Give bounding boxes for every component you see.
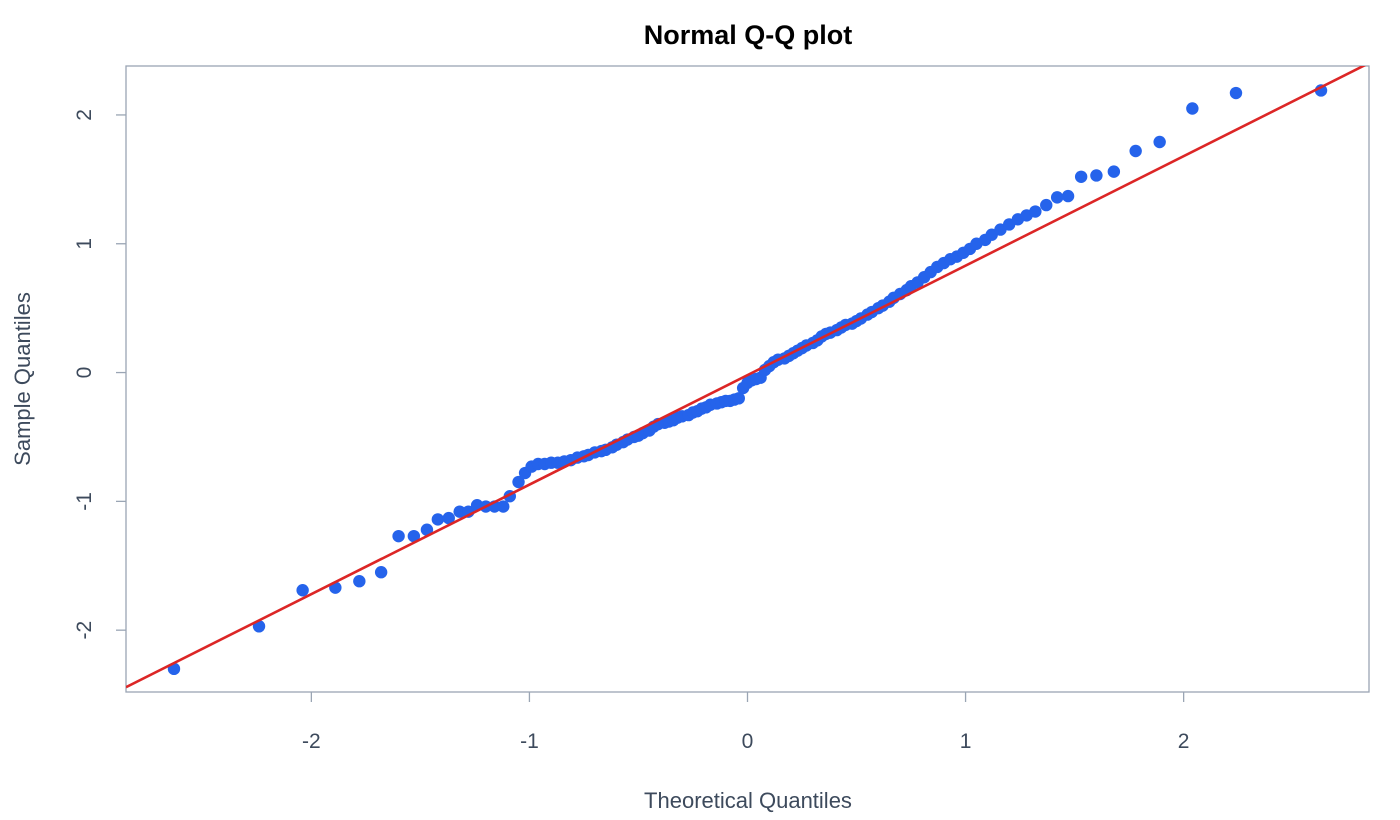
y-tick-label: -1 — [73, 492, 96, 511]
data-point — [512, 475, 525, 489]
data-point — [1090, 169, 1103, 182]
data-point — [1186, 102, 1199, 115]
data-point — [407, 529, 421, 543]
data-point — [420, 523, 434, 536]
data-point — [1040, 198, 1053, 212]
x-tick-label: -1 — [520, 730, 539, 753]
data-point — [1229, 86, 1243, 100]
data-point — [1153, 135, 1166, 149]
reference-line — [126, 66, 1367, 689]
y-tick-label: 2 — [73, 109, 96, 121]
data-point — [431, 513, 445, 526]
data-point — [442, 511, 455, 525]
data-point — [1107, 165, 1121, 178]
y-axis: -2 -1 0 1 2 — [73, 109, 126, 640]
data-point — [1061, 189, 1075, 203]
y-axis-label: Sample Quantiles — [10, 292, 35, 466]
y-tick-label: -2 — [73, 621, 96, 640]
x-tick-label: 2 — [1178, 730, 1190, 753]
x-axis: -2 -1 0 1 2 — [302, 692, 1189, 753]
sample-points — [167, 84, 1328, 676]
data-point — [392, 529, 405, 543]
data-point — [353, 575, 366, 588]
y-tick-label: 0 — [73, 367, 96, 379]
chart-title: Normal Q-Q plot — [644, 20, 853, 50]
data-point — [732, 392, 745, 405]
x-axis-label: Theoretical Quantiles — [644, 788, 852, 813]
x-tick-label: -2 — [302, 730, 321, 753]
data-point — [1050, 191, 1064, 204]
data-point — [453, 505, 466, 518]
data-point — [1074, 170, 1088, 183]
data-point — [296, 584, 309, 597]
x-tick-label: 1 — [960, 730, 972, 753]
data-point — [1029, 205, 1042, 218]
data-point — [374, 566, 388, 579]
data-point — [497, 500, 510, 513]
data-point — [1129, 144, 1142, 158]
x-tick-label: 0 — [742, 730, 754, 753]
y-tick-label: 1 — [73, 238, 96, 250]
